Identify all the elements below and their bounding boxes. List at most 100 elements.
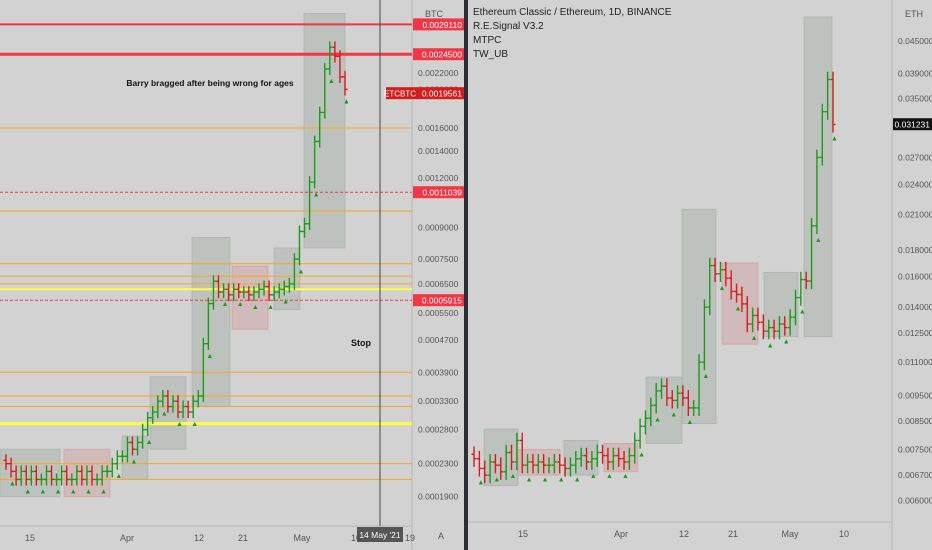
x-tick-label: 10	[839, 529, 849, 539]
etcbtc-chart[interactable]: BTC ▲ ▲ ▲ ▲ ▲ ▲ ▲ ▲ ▲ ▲ ▲ ▲ ▲ ▲ ▲ ▲ ▲ ▲ ▲ ▲ ▲ ▲ ▲ 0.0029110 0.002…	[0, 0, 464, 550]
y-tick-label: 0.0012000	[418, 173, 458, 183]
y-tick-label: 0.0001900	[418, 492, 458, 502]
y-tick-label: 0.0002300	[418, 459, 458, 469]
x-tick-label: May	[293, 533, 311, 543]
price-tag-label: 0.0011039	[422, 188, 462, 198]
y-tick-label: 0.0006500	[418, 279, 458, 289]
zone-box	[273, 247, 301, 311]
zone-box	[763, 271, 799, 338]
zone-box	[803, 16, 833, 338]
signal-marker: ▲	[686, 419, 693, 426]
signal-marker: ▲	[654, 416, 661, 423]
signal-marker: ▲	[191, 421, 198, 428]
price-tag-box	[413, 294, 464, 307]
signal-marker: ▲	[9, 481, 16, 488]
right-chart-pane[interactable]: ETH ▲ ▲ ▲ ▲ ▲ ▲ ▲ ▲ ▲ ▲ ▲ ▲ ▲ ▲ ▲ ▲ ▲ ▲ ▲ ▲ ▲ ▲ ▲ 0.045000 0.0390…	[468, 0, 932, 550]
legend-item-twub[interactable]: TW_UB	[473, 49, 508, 60]
price-tag-label: 0.031231	[895, 120, 931, 130]
signal-marker: ▲	[100, 489, 107, 496]
x-tick-label: 15	[25, 533, 35, 543]
signal-marker: ▲	[282, 298, 289, 305]
signal-marker: ▲	[85, 489, 92, 496]
signal-marker: ▲	[718, 285, 725, 292]
signal-marker: ▲	[542, 476, 549, 483]
legend-item-resignal[interactable]: R.E.Signal V3.2	[473, 21, 544, 32]
signal-marker: ▲	[477, 480, 484, 487]
x-tick-label: 19	[405, 533, 415, 543]
y-tick-label: 0.0009000	[418, 223, 458, 233]
y-tick-label: 0.0002800	[418, 425, 458, 435]
x-tick-label: 21	[238, 533, 248, 543]
y-tick-label: 0.006700	[898, 470, 932, 480]
price-tag-label: 0.0029110	[422, 20, 462, 30]
zone-box	[0, 448, 61, 498]
signal-marker: ▲	[297, 268, 304, 275]
y-tick-label: 0.0022000	[418, 68, 458, 78]
signal-marker: ▲	[237, 301, 244, 308]
signal-marker: ▲	[702, 373, 709, 380]
x-tick-label: 10	[351, 533, 361, 543]
signal-marker: ▲	[606, 473, 613, 480]
price-tag-box	[413, 186, 464, 199]
signal-marker: ▲	[313, 191, 320, 198]
y-tick-label: 0.0014000	[418, 146, 458, 156]
signal-marker: ▲	[146, 439, 153, 446]
price-tag-box	[413, 48, 464, 61]
signal-marker: ▲	[130, 458, 137, 465]
etceth-chart[interactable]: ETH ▲ ▲ ▲ ▲ ▲ ▲ ▲ ▲ ▲ ▲ ▲ ▲ ▲ ▲ ▲ ▲ ▲ ▲ ▲ ▲ ▲ ▲ ▲ 0.045000 0.0390…	[468, 0, 932, 550]
symbol-tag-box	[386, 87, 414, 100]
currency-label: ETH	[905, 9, 923, 19]
stop-label: Stop	[351, 338, 371, 348]
price-tag-label: 0.0019561	[422, 89, 462, 99]
signal-marker: ▲	[574, 476, 581, 483]
signal-marker: ▲	[510, 473, 517, 480]
y-tick-label: 0.021000	[898, 210, 932, 220]
y-tick-label: 0.011000	[898, 357, 932, 367]
signal-marker: ▲	[206, 353, 213, 360]
signal-marker: ▲	[115, 473, 122, 480]
y-tick-label: 0.018000	[898, 245, 932, 255]
cursor-date-label: 14 May '21	[359, 530, 401, 540]
zone-box	[191, 236, 231, 408]
signal-marker: ▲	[526, 476, 533, 483]
signal-marker: ▲	[222, 301, 229, 308]
y-tick-label: 0.016000	[898, 272, 932, 282]
y-tick-label: 0.008500	[898, 416, 932, 426]
signal-marker: ▲	[328, 78, 335, 85]
symbol-tag-label: ETCBTC	[384, 90, 416, 99]
y-tick-label: 0.0003900	[418, 367, 458, 377]
signal-marker: ▲	[558, 476, 565, 483]
signal-marker: ▲	[622, 473, 629, 480]
x-tick-label: May	[781, 529, 799, 539]
y-tick-label: 0.0007500	[418, 254, 458, 264]
zone-box	[231, 265, 269, 330]
y-tick-label: 0.014000	[898, 302, 932, 312]
signal-marker: ▲	[815, 237, 822, 244]
signal-marker: ▲	[831, 136, 838, 143]
currency-label: BTC	[425, 9, 444, 19]
signal-marker: ▲	[24, 489, 31, 496]
x-tick-label: 12	[679, 529, 689, 539]
signal-marker: ▲	[638, 452, 645, 459]
x-tick-label: 12	[194, 533, 204, 543]
y-tick-label: 0.0016000	[418, 123, 458, 133]
price-tag-box	[413, 18, 464, 31]
x-tick-label: 15	[518, 529, 528, 539]
zone-box	[645, 376, 683, 444]
legend-item-mtpc[interactable]: MTPC	[473, 35, 502, 46]
y-tick-label: 0.039000	[898, 69, 932, 79]
y-tick-label: 0.0004700	[418, 335, 458, 345]
y-tick-label: 0.024000	[898, 179, 932, 189]
signal-marker: ▲	[751, 335, 758, 342]
signal-marker: ▲	[161, 410, 168, 417]
y-tick-label: 0.0003300	[418, 396, 458, 406]
cursor-date-box	[357, 527, 403, 542]
signal-marker: ▲	[70, 489, 77, 496]
y-tick-label: 0.045000	[898, 36, 932, 46]
left-chart-pane[interactable]: BTC ▲ ▲ ▲ ▲ ▲ ▲ ▲ ▲ ▲ ▲ ▲ ▲ ▲ ▲ ▲ ▲ ▲ ▲ ▲ ▲ ▲ ▲ ▲ 0.0029110 0.002…	[0, 0, 464, 550]
chart-legend: Ethereum Classic / Ethereum, 1D, BINANCE…	[473, 6, 671, 62]
y-tick-label: 0.035000	[898, 93, 932, 103]
y-tick-label: 0.012500	[898, 328, 932, 338]
zone-box	[603, 442, 639, 473]
x-tick-label: 21	[728, 529, 738, 539]
